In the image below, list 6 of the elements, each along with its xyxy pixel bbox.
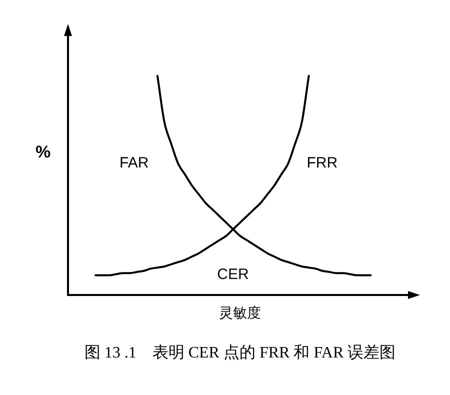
series-label: FAR — [119, 154, 149, 172]
x-axis-title: 灵敏度 — [219, 304, 261, 320]
annotation: CER — [217, 266, 249, 284]
series-label: FRR — [306, 154, 338, 172]
text: 图 13 .1 表明 CER 点的 FRR 和 FAR 误差图 — [84, 344, 396, 362]
y-axis-title: % — [35, 142, 51, 162]
